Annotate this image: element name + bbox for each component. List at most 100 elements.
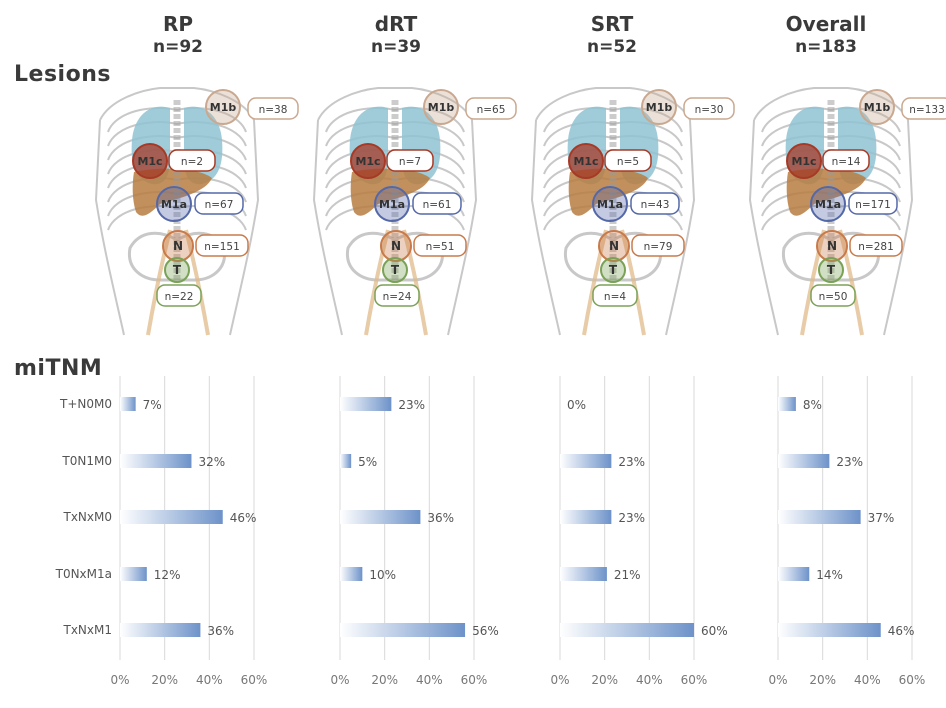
lesion-count-box-m1c [604,149,652,172]
group-count: n=39 [370,37,421,57]
liver [350,168,430,216]
x-tick-label: 20% [809,673,836,687]
lesion-count-n: n=51 [426,241,455,253]
lesion-count-t: n=22 [165,291,194,303]
lesion-count-m1a: n=171 [855,199,891,211]
bar-txnxm1 [120,623,201,637]
lesion-marker-m1c [568,143,604,179]
lesion-marker-m1a [592,186,628,222]
lesion-label-m1a: M1a [379,198,405,211]
lesion-count-m1a: n=43 [641,199,670,211]
bar-t0n1m0 [120,454,192,468]
group-name: SRT [590,12,634,36]
lesion-label-m1a: M1a [815,198,841,211]
x-tick-label: 60% [241,673,268,687]
group-title-drt: dRT n=39 [316,12,476,58]
bar-t0nxm1a [120,567,147,581]
lesion-count-box-m1c [822,149,870,172]
lesion-marker-t [164,257,190,283]
x-tick-label: 40% [854,673,881,687]
lesion-marker-t [600,257,626,283]
body-svg: M1b n=65 M1c n=7 M1a n=61 N n=51 Tn=24 [312,87,517,336]
bar-t-n0m0 [340,397,392,411]
bar-t0n1m0 [560,454,612,468]
bar-t0nxm1a [778,567,810,581]
x-tick-label: 20% [371,673,398,687]
category-label: T0NxM1a [55,567,112,581]
data-label: 8% [803,398,822,412]
lesion-count-box-t [592,284,638,307]
lesion-marker-t [382,257,408,283]
data-label: 23% [398,398,425,412]
lesion-count-box-n [849,234,903,257]
lesion-count-box-t [374,284,420,307]
torso-outline [530,87,696,336]
group-count: n=92 [152,37,203,57]
lesion-marker-m1a [810,186,846,222]
lesion-label-m1b: M1b [428,101,455,114]
data-label: 46% [230,511,257,525]
lymph-vessels [146,229,210,336]
lesion-count-box-m1b [683,97,735,120]
lesion-count-m1b: n=133 [909,104,945,116]
x-tick-label: 40% [416,673,443,687]
lesion-marker-m1b [205,89,241,125]
data-label: 36% [207,624,234,638]
lesion-count-box-n [413,234,467,257]
lymph-vessels [364,229,428,336]
lesion-count-t: n=4 [604,291,626,303]
data-label: 0% [567,398,586,412]
lesion-label-m1b: M1b [646,101,673,114]
lesion-label-n: N [827,239,837,253]
lesion-label-n: N [609,239,619,253]
lesion-count-box-m1b [247,97,299,120]
lymph-vessels [582,229,646,336]
lesion-label-m1b: M1b [210,101,237,114]
lesion-count-box-m1a [630,192,680,215]
body-svg: M1b n=38 M1c n=2 M1a n=67 N n=151 Tn=22 [94,87,299,336]
liver [132,168,212,216]
bar-txnxm0 [778,510,861,524]
data-label: 60% [701,624,728,638]
data-label: 10% [369,568,396,582]
lesion-count-m1c: n=14 [832,156,861,168]
x-tick-label: 0% [768,673,787,687]
lesion-marker-m1b [641,89,677,125]
category-label: T+N0M0 [59,397,112,411]
lesion-count-n: n=281 [858,241,894,253]
lesion-marker-n [162,230,194,262]
bar-txnxm0 [560,510,612,524]
data-label: 23% [618,511,645,525]
x-tick-label: 60% [461,673,488,687]
lesion-count-t: n=50 [819,291,848,303]
liver [786,168,866,216]
x-tick-label: 40% [636,673,663,687]
lesion-label-t: T [391,263,400,277]
data-label: 14% [816,568,843,582]
x-tick-label: 20% [591,673,618,687]
liver [568,168,648,216]
x-tick-label: 0% [330,673,349,687]
lesion-marker-n [816,230,848,262]
lesion-count-m1a: n=67 [205,199,234,211]
lesion-marker-m1b [423,89,459,125]
lesion-marker-t [818,257,844,283]
lesion-label-t: T [609,263,618,277]
lesion-label-m1c: M1c [137,155,162,168]
lesion-marker-n [598,230,630,262]
lesion-label-t: T [827,263,836,277]
lesion-count-t: n=24 [383,291,412,303]
lesions-heading: Lesions [14,62,111,87]
lesion-count-n: n=79 [644,241,673,253]
lesion-marker-m1c [786,143,822,179]
bar-txnxm1 [778,623,881,637]
data-label: 37% [868,511,895,525]
data-label: 5% [358,455,377,469]
bar-t0nxm1a [560,567,607,581]
category-label: T0N1M0 [61,454,112,468]
group-count: n=183 [795,37,857,57]
body-svg: M1b n=133 M1c n=14 M1a n=171 N n=281 Tn=50 [748,87,946,336]
lesion-label-t: T [173,263,182,277]
lesion-label-m1b: M1b [864,101,891,114]
